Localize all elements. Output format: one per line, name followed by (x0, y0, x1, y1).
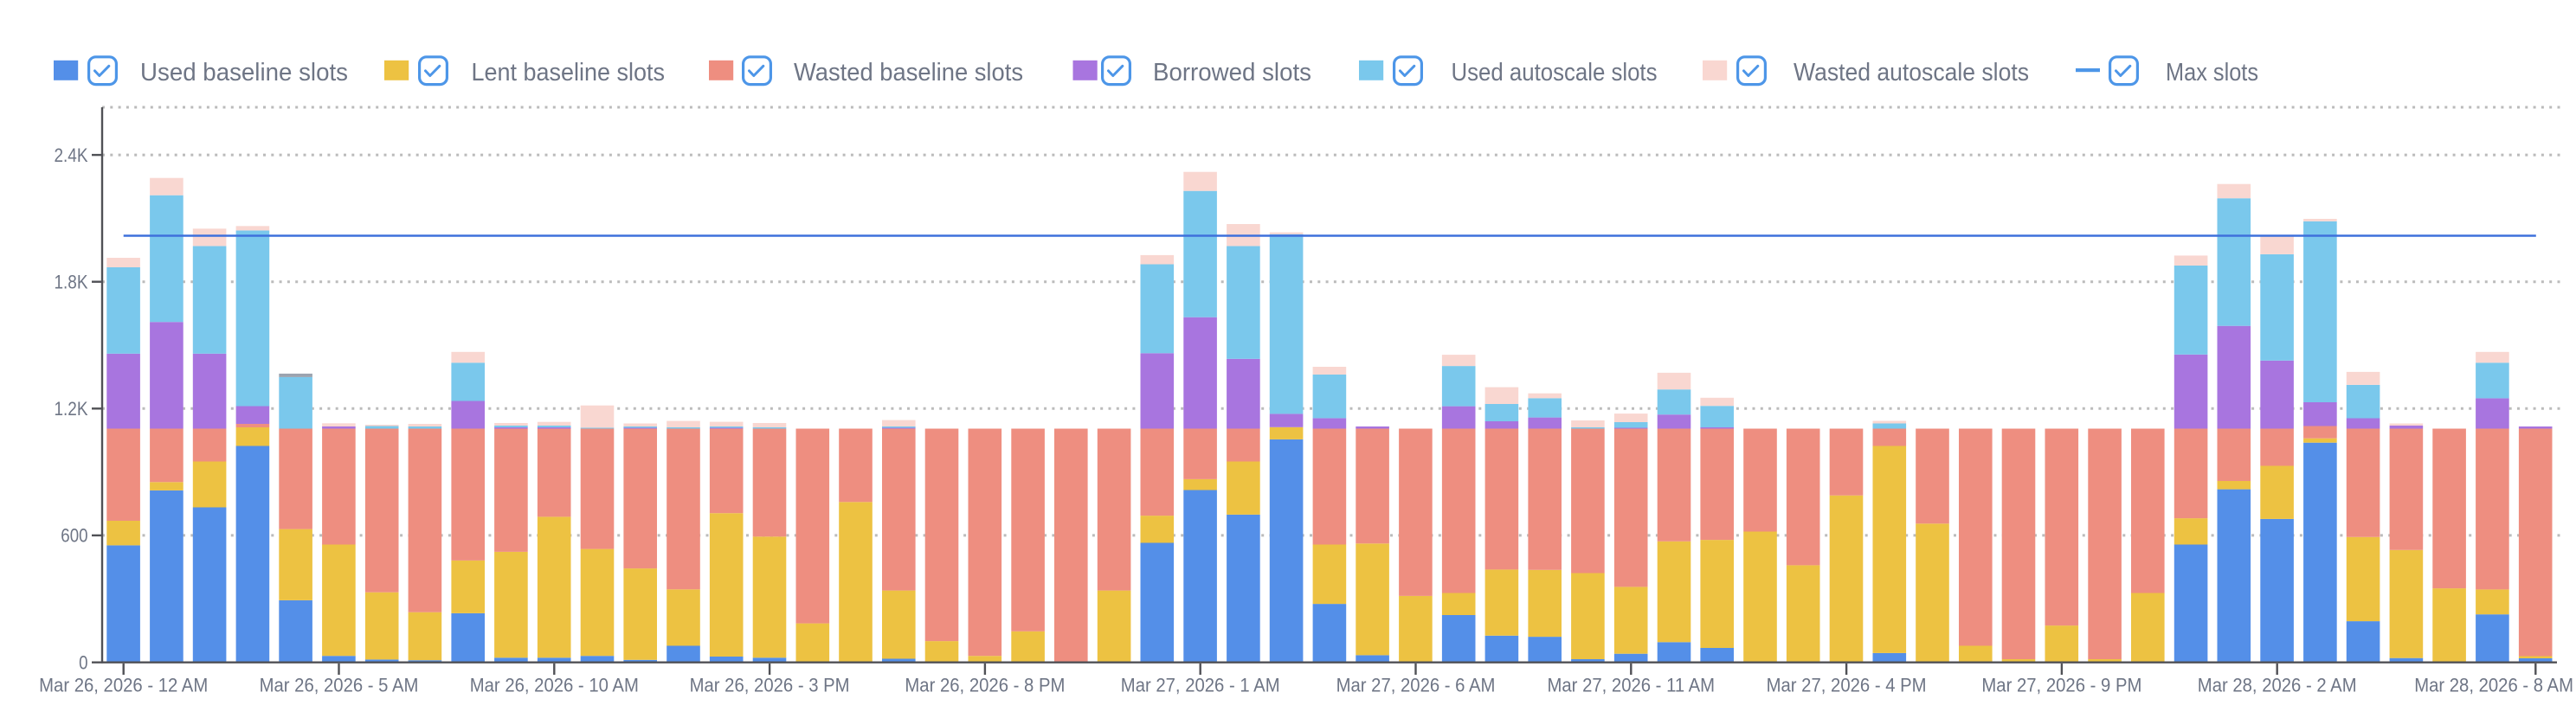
svg-text:Mar 27, 2026 - 11 AM: Mar 27, 2026 - 11 AM (1548, 675, 1716, 696)
svg-text:Used autoscale slots: Used autoscale slots (1452, 59, 1658, 87)
svg-text:Mar 26, 2026 - 5 AM: Mar 26, 2026 - 5 AM (260, 675, 419, 696)
svg-text:Mar 26, 2026 - 3 PM: Mar 26, 2026 - 3 PM (690, 675, 850, 696)
svg-text:2.4K: 2.4K (55, 144, 88, 166)
svg-text:Wasted autoscale slots: Wasted autoscale slots (1794, 59, 2029, 87)
svg-text:Wasted baseline slots: Wasted baseline slots (794, 59, 1023, 87)
svg-text:Used baseline slots: Used baseline slots (140, 59, 348, 87)
svg-text:Mar 27, 2026 - 9 PM: Mar 27, 2026 - 9 PM (1981, 675, 2141, 696)
svg-text:600: 600 (61, 525, 87, 547)
svg-text:Max slots: Max slots (2166, 59, 2258, 87)
svg-text:1.2K: 1.2K (55, 398, 88, 420)
svg-text:Mar 27, 2026 - 6 AM: Mar 27, 2026 - 6 AM (1336, 675, 1496, 696)
svg-text:Mar 26, 2026 - 10 AM: Mar 26, 2026 - 10 AM (470, 675, 639, 696)
svg-text:Mar 26, 2026 - 12 AM: Mar 26, 2026 - 12 AM (39, 675, 208, 696)
svg-text:0: 0 (79, 651, 87, 673)
svg-text:1.8K: 1.8K (55, 272, 88, 293)
svg-text:Mar 28, 2026 - 2 AM: Mar 28, 2026 - 2 AM (2198, 675, 2357, 696)
svg-text:Mar 27, 2026 - 1 AM: Mar 27, 2026 - 1 AM (1121, 675, 1280, 696)
svg-text:Lent baseline slots: Lent baseline slots (472, 59, 666, 87)
svg-text:Borrowed slots: Borrowed slots (1153, 59, 1311, 87)
svg-text:Mar 27, 2026 - 4 PM: Mar 27, 2026 - 4 PM (1767, 675, 1927, 696)
svg-text:Mar 28, 2026 - 8 AM: Mar 28, 2026 - 8 AM (2414, 675, 2573, 696)
svg-text:Mar 26, 2026 - 8 PM: Mar 26, 2026 - 8 PM (905, 675, 1065, 696)
